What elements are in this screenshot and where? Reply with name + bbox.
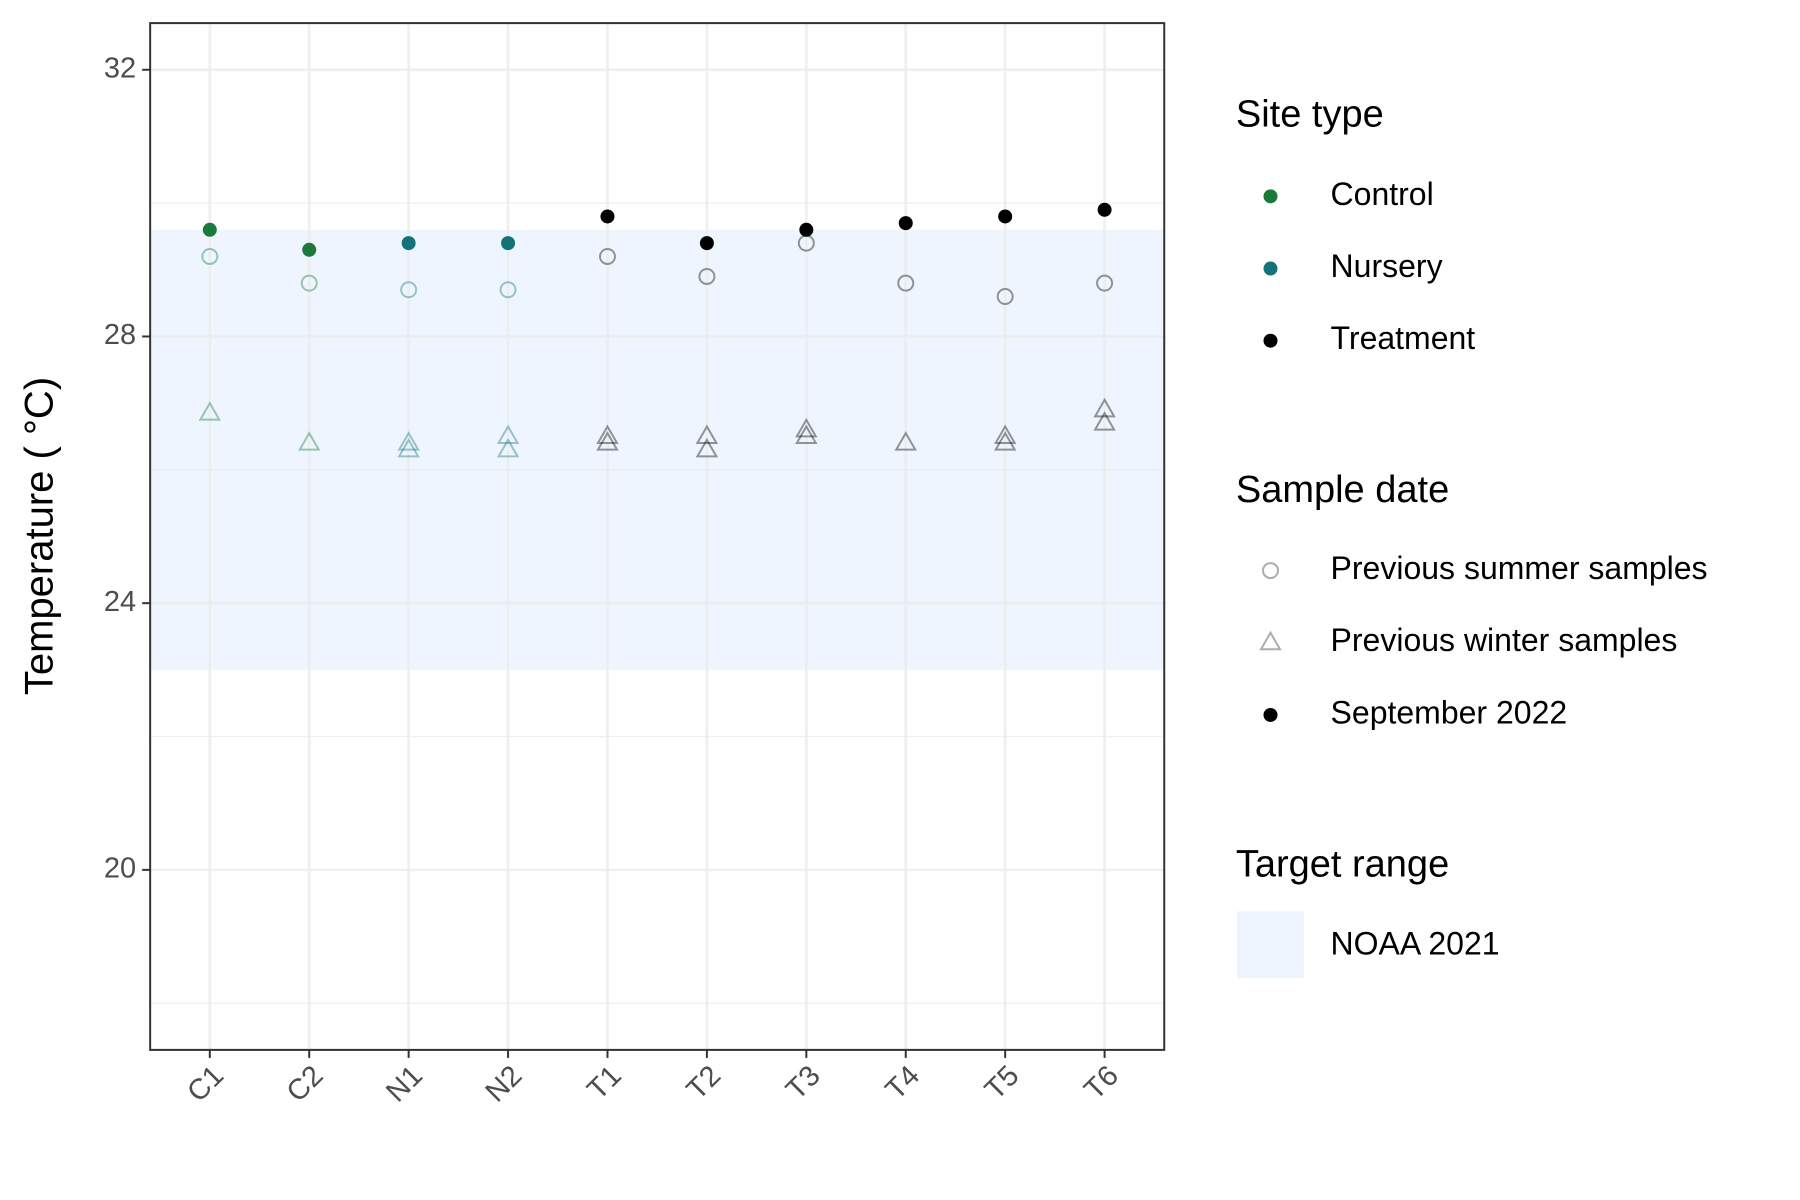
point (699, 236, 714, 251)
y-tick-label: 20 (104, 853, 136, 885)
point (400, 281, 418, 299)
point (695, 437, 719, 458)
x-tick-label: T5 (979, 1060, 1026, 1107)
point (698, 267, 716, 285)
point (1097, 202, 1112, 217)
target-band (150, 229, 1165, 670)
legend-label: Nursery (1331, 248, 1443, 284)
point (596, 424, 619, 444)
legend-key (1263, 707, 1278, 722)
point (795, 424, 818, 444)
x-tick-label: T3 (780, 1060, 827, 1107)
point (795, 417, 818, 438)
legend-key (1263, 189, 1278, 204)
point (201, 247, 219, 265)
legend-key (1259, 630, 1282, 651)
point (302, 242, 317, 257)
legend-label: Previous winter samples (1331, 622, 1678, 658)
point (501, 236, 516, 251)
legend-title: Target range (1236, 843, 1449, 885)
point (695, 424, 719, 444)
point (993, 424, 1017, 444)
point (898, 216, 913, 231)
point (401, 236, 416, 251)
y-axis-label: Temperature ( °C) (18, 377, 62, 695)
point (1093, 397, 1116, 418)
point (300, 274, 318, 292)
legend-title: Sample date (1236, 469, 1449, 511)
legend-key (1263, 333, 1278, 348)
legend-key (1262, 562, 1279, 580)
point (598, 247, 616, 265)
plot-border (149, 22, 1166, 1051)
point (998, 209, 1013, 224)
legend-label: September 2022 (1331, 694, 1568, 730)
x-tick-label: T6 (1078, 1060, 1125, 1107)
point (993, 431, 1017, 451)
point (799, 222, 814, 237)
point (297, 431, 321, 451)
x-tick-label: C1 (181, 1060, 230, 1109)
y-tick-label: 32 (104, 52, 136, 84)
point (202, 222, 217, 237)
point (894, 431, 917, 451)
point (496, 437, 520, 458)
x-tick-label: N1 (380, 1060, 429, 1109)
legend-label: NOAA 2021 (1331, 925, 1500, 961)
y-tick-label: 24 (104, 586, 136, 618)
legend-key (1237, 911, 1304, 979)
point (1093, 411, 1116, 431)
legend-label: Previous summer samples (1331, 550, 1708, 586)
point (499, 281, 517, 299)
point (397, 437, 420, 458)
x-tick-label: T1 (581, 1060, 628, 1107)
point (600, 209, 615, 224)
point (897, 274, 915, 292)
point (397, 431, 420, 451)
legend-title: Site type (1236, 94, 1384, 136)
x-tick-label: N2 (480, 1060, 529, 1109)
point (1096, 274, 1114, 292)
point (496, 424, 520, 444)
point (996, 287, 1014, 305)
y-tick-label: 28 (104, 319, 136, 351)
x-tick-label: C2 (281, 1060, 330, 1109)
legend-label: Control (1331, 176, 1434, 212)
x-tick-label: T2 (681, 1060, 728, 1107)
point (198, 401, 222, 421)
legend-label: Treatment (1331, 320, 1476, 356)
point (596, 431, 619, 451)
x-tick-label: T4 (880, 1060, 927, 1107)
legend-key (1263, 261, 1278, 276)
